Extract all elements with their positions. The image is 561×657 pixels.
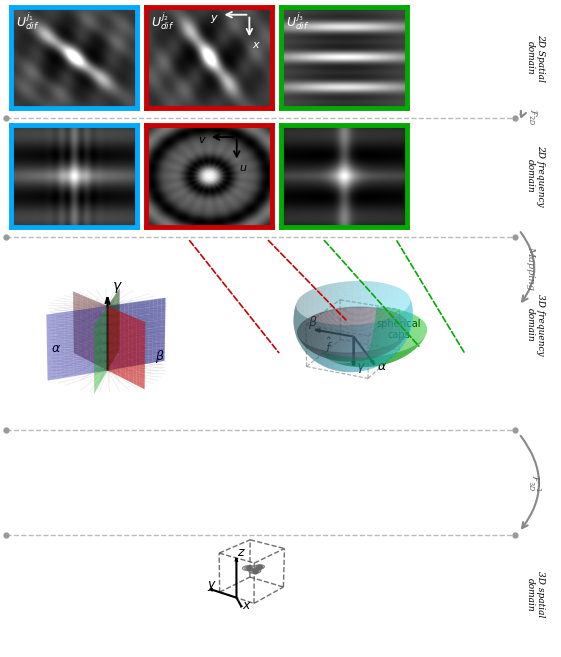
Text: 3D spatial
domain: 3D spatial domain xyxy=(526,572,545,618)
Text: Mapping: Mapping xyxy=(526,246,535,290)
Text: $U_{dif}^{j_3}$: $U_{dif}^{j_3}$ xyxy=(286,11,309,32)
Text: $\mathcal{F}_{3D}^{-1}$: $\mathcal{F}_{3D}^{-1}$ xyxy=(526,474,542,492)
Text: $x$: $x$ xyxy=(252,40,261,50)
Text: 2D Spatial
domain: 2D Spatial domain xyxy=(526,34,545,81)
Text: $u$: $u$ xyxy=(239,162,248,173)
Text: $U_{dif}^{j_2}$: $U_{dif}^{j_2}$ xyxy=(151,11,174,32)
Text: 3D frequency
domain: 3D frequency domain xyxy=(526,294,545,356)
Text: $U_{dif}^{j_1}$: $U_{dif}^{j_1}$ xyxy=(16,11,40,32)
Text: 2D frequency
domain: 2D frequency domain xyxy=(526,145,545,206)
Text: $\mathcal{F}_{2D}$: $\mathcal{F}_{2D}$ xyxy=(526,108,539,125)
Text: $v$: $v$ xyxy=(197,135,206,145)
Text: $y$: $y$ xyxy=(210,12,219,25)
